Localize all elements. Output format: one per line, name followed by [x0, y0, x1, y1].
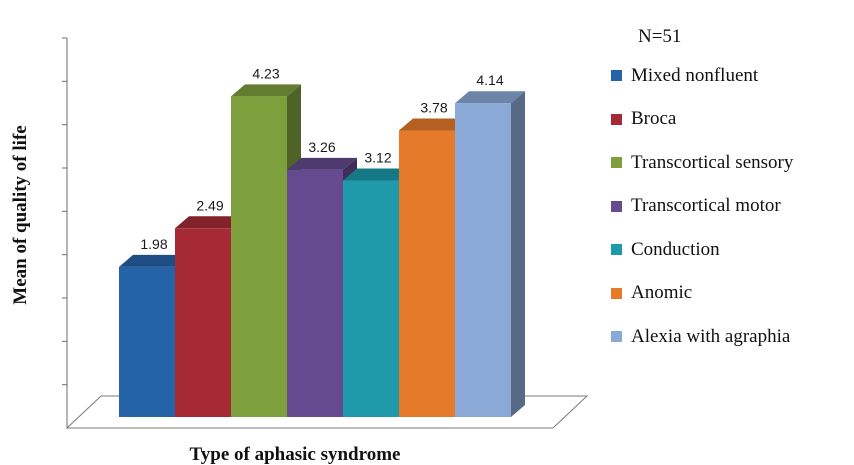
bar-top [119, 254, 189, 267]
legend-item: Conduction [611, 228, 851, 272]
bar-front [175, 228, 231, 417]
bars [119, 84, 525, 418]
data-label: 4.23 [252, 65, 279, 81]
legend-item: Alexia with agraphia [611, 315, 851, 359]
legend-item: Anomic [611, 272, 851, 316]
data-label: 3.78 [420, 99, 447, 115]
data-label: 4.14 [476, 72, 503, 88]
data-label: 2.49 [196, 197, 223, 213]
legend-label: Mixed nonfluent [631, 64, 759, 86]
bar-side [511, 91, 525, 418]
legend-label: Conduction [631, 238, 720, 260]
bar-front [231, 96, 287, 417]
legend-label: Alexia with agraphia [631, 325, 791, 347]
legend-swatch [611, 157, 622, 169]
legend-label: Transcortical motor [631, 195, 781, 217]
legend-swatch [611, 287, 622, 299]
bar-alexia-with-agraphia [455, 91, 525, 418]
y-axis [62, 37, 68, 428]
legend-label: Broca [631, 108, 677, 130]
bar-front [399, 130, 455, 417]
bar-top [287, 157, 357, 170]
legend-swatch [611, 70, 622, 82]
data-label: 3.26 [308, 139, 335, 155]
legend-swatch [611, 244, 622, 256]
bar-front [119, 266, 175, 417]
bar-top [455, 91, 525, 104]
bar-front [287, 169, 343, 417]
legend-label: Anomic [631, 282, 693, 304]
legend-item: Mixed nonfluent [611, 54, 851, 98]
legend-item: Broca [611, 98, 851, 142]
bar-front [455, 103, 511, 418]
legend-swatch [611, 200, 622, 212]
bar-top [399, 118, 469, 131]
legend-items: Mixed nonfluent Broca Transcortical sensor… [611, 54, 851, 359]
y-axis-title: Mean of quality of life [10, 125, 31, 304]
legend-title: N=51 [638, 26, 682, 47]
bar-top [231, 84, 301, 97]
legend-swatch [611, 113, 622, 125]
x-axis-title: Type of aphasic syndrome [190, 444, 401, 465]
bar-top [343, 168, 413, 181]
legend: N=51 Mixed nonfluent Broca Transcortical s… [611, 20, 851, 359]
bar-front [343, 180, 399, 417]
legend-item: Transcortical motor [611, 185, 851, 229]
legend-swatch [611, 331, 622, 343]
legend-item: Transcortical sensory [611, 141, 851, 185]
data-labels: 1.98 2.49 4.23 3.26 3.12 3.78 4.14 [140, 65, 503, 252]
bar-top [175, 216, 245, 229]
data-label: 1.98 [140, 236, 167, 252]
data-label: 3.12 [364, 150, 391, 166]
legend-label: Transcortical sensory [631, 151, 794, 173]
